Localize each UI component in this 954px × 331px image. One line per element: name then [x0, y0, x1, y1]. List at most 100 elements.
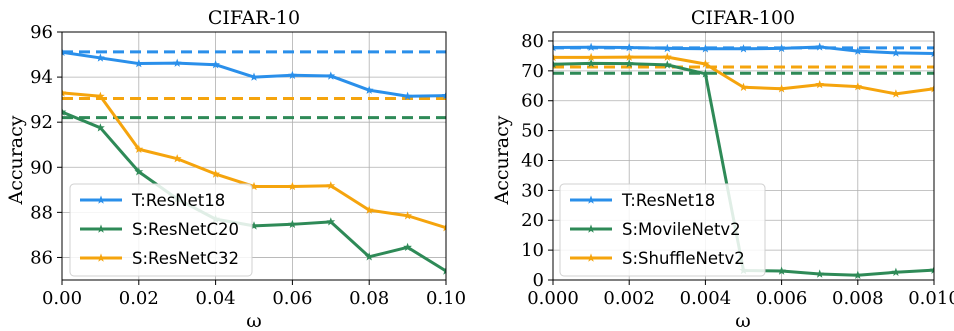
data-point	[662, 60, 672, 69]
data-point	[586, 58, 596, 68]
data-point	[96, 123, 105, 132]
data-point	[701, 44, 710, 53]
data-point	[134, 167, 144, 176]
data-point	[134, 144, 144, 153]
legend-marker	[96, 224, 106, 233]
data-point	[929, 84, 934, 93]
data-point	[586, 42, 596, 51]
plot-area	[62, 47, 446, 275]
y-tick-label: 86	[30, 247, 53, 268]
data-point	[326, 71, 336, 80]
legend-marker	[96, 195, 106, 204]
data-point	[815, 269, 825, 278]
data-point	[815, 79, 825, 89]
data-point	[172, 154, 182, 163]
data-point	[364, 85, 374, 94]
data-point	[553, 42, 558, 52]
data-point	[211, 169, 220, 178]
x-tick-label: 0.04	[196, 288, 236, 309]
x-tick-label: 0.006	[756, 288, 808, 309]
data-point	[441, 90, 446, 100]
data-point	[403, 242, 412, 252]
data-point	[891, 267, 901, 276]
y-tick-label: 50	[521, 121, 544, 142]
data-point	[853, 46, 863, 55]
data-point	[326, 217, 336, 226]
data-point	[62, 88, 67, 97]
data-point	[815, 42, 825, 51]
data-point	[739, 82, 748, 91]
panel-cifar10: CIFAR-10 Accuracy ω 0.00 0.02 0.04 0.06 0.08…	[5, 7, 466, 331]
legend-marker	[96, 253, 106, 262]
axes-frame	[552, 31, 935, 281]
x-tick-label: 0.10	[426, 288, 466, 309]
legend-box	[69, 183, 253, 277]
x-tick-label: 0.004	[680, 288, 732, 309]
y-tick-label: 94	[30, 67, 53, 88]
x-tick-label: 0.00	[42, 288, 82, 309]
data-point	[777, 266, 786, 275]
data-point	[739, 44, 748, 53]
data-point	[249, 72, 259, 81]
x-tick-label: 0.010	[908, 288, 954, 309]
x-tick-label: 0.08	[349, 288, 389, 309]
data-point	[929, 48, 934, 58]
x-axis-label: ω	[735, 310, 751, 331]
data-point	[929, 265, 934, 274]
y-tick-label: 20	[521, 210, 544, 231]
data-point	[211, 60, 220, 69]
x-axis-label: ω	[246, 310, 262, 331]
data-point	[701, 69, 710, 78]
data-point	[553, 59, 558, 68]
data-point	[96, 91, 105, 100]
y-tick-label: 90	[30, 157, 53, 178]
x-tick-label: 0.002	[603, 288, 655, 309]
x-tick-label: 0.06	[272, 288, 312, 309]
legend-marker	[586, 224, 596, 233]
y-tick-label: 30	[521, 180, 544, 201]
data-point	[891, 48, 901, 57]
data-point	[586, 52, 596, 62]
data-point	[853, 82, 863, 91]
data-point	[364, 252, 374, 261]
data-point	[62, 107, 67, 116]
data-point	[249, 181, 259, 191]
chart-title: CIFAR-100	[691, 7, 795, 29]
legend-marker	[586, 253, 596, 262]
data-point	[403, 211, 412, 220]
data-point	[853, 270, 863, 279]
panel-cifar100: CIFAR-100 Accuracy ω 0.000 0.002 0.004 0.00…	[491, 7, 954, 331]
legend-entry: S:ShuffleNetv2	[622, 249, 745, 268]
data-point	[364, 205, 374, 214]
y-tick-label: 70	[521, 61, 544, 82]
legend-box	[559, 183, 766, 277]
y-axis-label: Accuracy	[491, 115, 513, 205]
y-tick-label: 40	[521, 150, 544, 171]
y-tick-label: 80	[521, 31, 544, 52]
data-point	[777, 84, 786, 93]
y-tick-label: 60	[521, 91, 544, 112]
data-point	[441, 223, 446, 232]
data-point	[326, 181, 336, 190]
legend: T:ResNet18 S:MovileNetv2 S:ShuffleNetv2	[559, 183, 766, 277]
data-point	[172, 58, 182, 67]
y-axis-label: Accuracy	[5, 115, 27, 205]
data-point	[553, 52, 558, 62]
x-tick-label: 0.008	[832, 288, 884, 309]
legend-entry: S:ResNetC20	[132, 220, 239, 239]
data-point	[624, 42, 634, 52]
data-point	[134, 58, 144, 68]
data-point	[624, 59, 634, 68]
x-tick-label: 0.02	[119, 288, 159, 309]
legend: T:ResNet18 S:ResNetC20 S:ResNetC32	[69, 183, 253, 277]
chart-title: CIFAR-10	[208, 7, 300, 29]
y-tick-label: 88	[30, 202, 53, 223]
data-point	[288, 219, 297, 229]
data-point	[96, 53, 105, 62]
legend-marker	[586, 195, 596, 204]
legend-entry: T:ResNet18	[131, 191, 225, 210]
data-point	[624, 52, 634, 61]
data-point	[441, 266, 446, 275]
data-point	[249, 221, 259, 230]
